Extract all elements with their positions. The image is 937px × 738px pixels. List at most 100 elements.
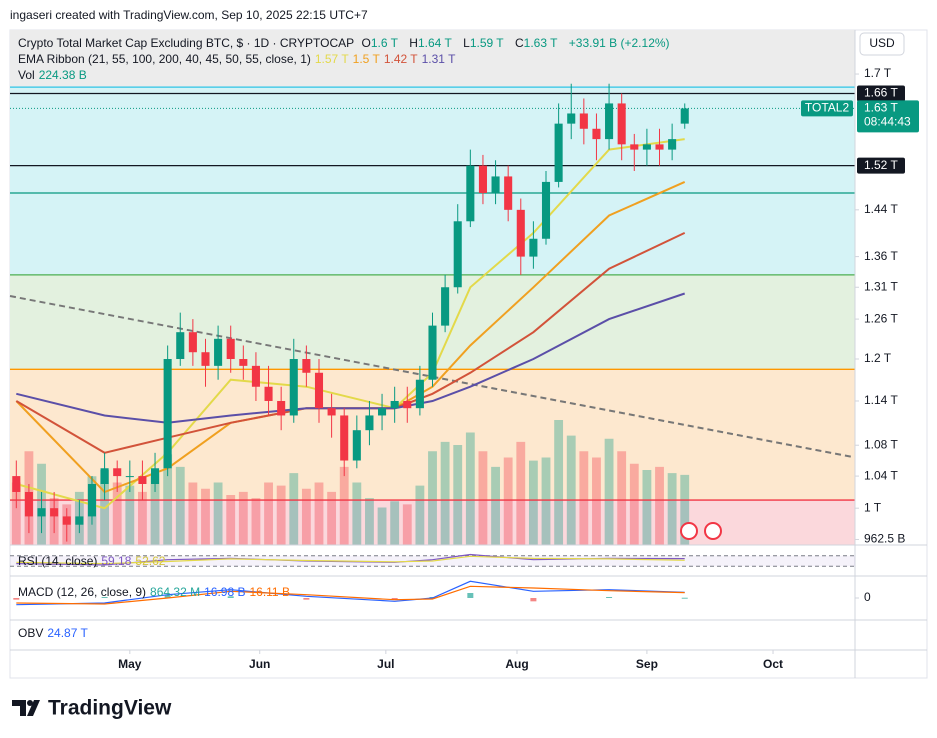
vol-row: Vol 224.38 B: [18, 67, 674, 83]
candle-body: [441, 287, 450, 326]
volume-bar: [554, 420, 564, 545]
volume-bar: [428, 451, 437, 545]
macd-hist: [467, 593, 474, 598]
y-tick-label: 1.14 T: [864, 393, 898, 407]
candle-body: [302, 359, 311, 373]
candle-body: [668, 139, 677, 150]
candle-body: [340, 415, 349, 461]
macd-tick-label: 0: [864, 590, 871, 604]
candle-body: [605, 103, 614, 140]
ohlc: C1.63 T: [515, 36, 561, 50]
volume-bar: [642, 470, 652, 545]
x-tick-label: Sep: [636, 657, 658, 671]
candle-body: [491, 176, 500, 193]
currency-button[interactable]: [859, 32, 905, 56]
candle-body: [504, 176, 513, 210]
macd-line: [16, 580, 685, 606]
logo-dot: [27, 700, 33, 706]
candle-body: [100, 468, 109, 484]
ohlc: H1.64 T: [409, 36, 455, 50]
zone: [10, 369, 855, 501]
volume-bar: [390, 501, 400, 545]
macd-hist: [681, 597, 688, 599]
hist-value: 864.32 M: [150, 585, 201, 599]
candle-body: [327, 408, 336, 416]
ohlc-key: O: [361, 36, 371, 50]
zone: [10, 30, 855, 88]
macd-hist: [101, 597, 108, 598]
logo-mark: [12, 700, 40, 716]
volume-bar: [402, 504, 412, 545]
ohlc-key: H: [409, 36, 418, 50]
volume-bar: [592, 457, 601, 545]
candle-body: [163, 359, 172, 469]
candle-body: [516, 209, 525, 257]
candle-body: [466, 165, 475, 222]
rsi-legend: RSI (14, close) 59.18 52.62: [18, 553, 169, 569]
candle-body: [428, 325, 437, 380]
ema-title: EMA Ribbon (21, 55, 100, 200, 40, 45, 50…: [18, 52, 311, 66]
candle-body: [478, 165, 487, 193]
obv-title: OBV: [18, 626, 44, 640]
y-tick-label: 1.08 T: [864, 437, 898, 451]
macd-hist: [303, 598, 310, 600]
candle-body: [50, 508, 59, 517]
candle-body: [201, 352, 210, 366]
candle-body: [75, 516, 84, 525]
volume-bar: [339, 466, 349, 545]
rsi-title: RSI (14, close): [18, 554, 98, 568]
vol-title: Vol: [18, 68, 35, 82]
event-flag[interactable]: [680, 522, 698, 540]
candle-body: [113, 468, 122, 477]
volume-bar: [352, 482, 362, 545]
candle-body: [125, 476, 134, 478]
volume-bar: [516, 441, 526, 545]
y-tick-label: 1.26 T: [864, 311, 898, 325]
ohlc-key: L: [463, 36, 470, 50]
candle-body: [403, 400, 412, 409]
macd-hist: [391, 598, 398, 600]
volume-bar: [213, 482, 223, 545]
last-symbol: TOTAL2: [805, 101, 850, 115]
vol-value: 224.38 B: [38, 68, 87, 82]
candle-body: [214, 338, 223, 366]
event-flag[interactable]: [704, 522, 722, 540]
volume-bar: [125, 485, 135, 545]
volume-bar: [541, 457, 551, 545]
obv-legend: OBV 24.87 T: [18, 625, 92, 641]
volume-bar: [150, 473, 160, 545]
y-tick-label: 1.7 T: [864, 66, 892, 80]
ohlc-value: 1.63 T: [523, 36, 558, 50]
volume-bar: [629, 463, 639, 545]
ohlc: O1.6 T: [361, 36, 401, 50]
ema-row: EMA Ribbon (21, 55, 100, 200, 40, 45, 50…: [18, 51, 674, 67]
main-pane: [9, 30, 856, 545]
volume-bar: [680, 474, 690, 545]
ohlc: L1.59 T: [463, 36, 508, 50]
candle-body: [289, 359, 298, 416]
volume-bar: [175, 466, 185, 545]
logo: [12, 700, 40, 716]
volume-bar: [251, 498, 261, 545]
last-price: 1.63 T: [864, 101, 898, 115]
candle-body: [554, 123, 563, 182]
macd-legend: MACD (12, 26, close, 9) 864.32 M 16.98 B 16…: [18, 584, 294, 600]
volume-bar: [201, 488, 210, 545]
ema-value: 1.57 T: [314, 52, 349, 66]
volume-bar: [440, 441, 450, 545]
ohlc-value: 1.59 T: [469, 36, 504, 50]
y-tick-label: 962.5 B: [864, 532, 905, 546]
price-badge-label: 1.66 T: [864, 86, 898, 100]
candle-body: [365, 415, 374, 431]
volume-bar: [617, 451, 627, 545]
header: ingaseri created with TradingView.com, S…: [10, 8, 368, 22]
volume-bar: [238, 491, 248, 545]
volume-bar: [289, 473, 299, 545]
candle-body: [567, 113, 576, 124]
footer-brand: TradingView: [48, 697, 172, 720]
last-symbol-badge: [801, 100, 853, 117]
y-tick-label: 1.2 T: [864, 351, 892, 365]
rsi-ma-value: 52.62: [135, 554, 166, 568]
